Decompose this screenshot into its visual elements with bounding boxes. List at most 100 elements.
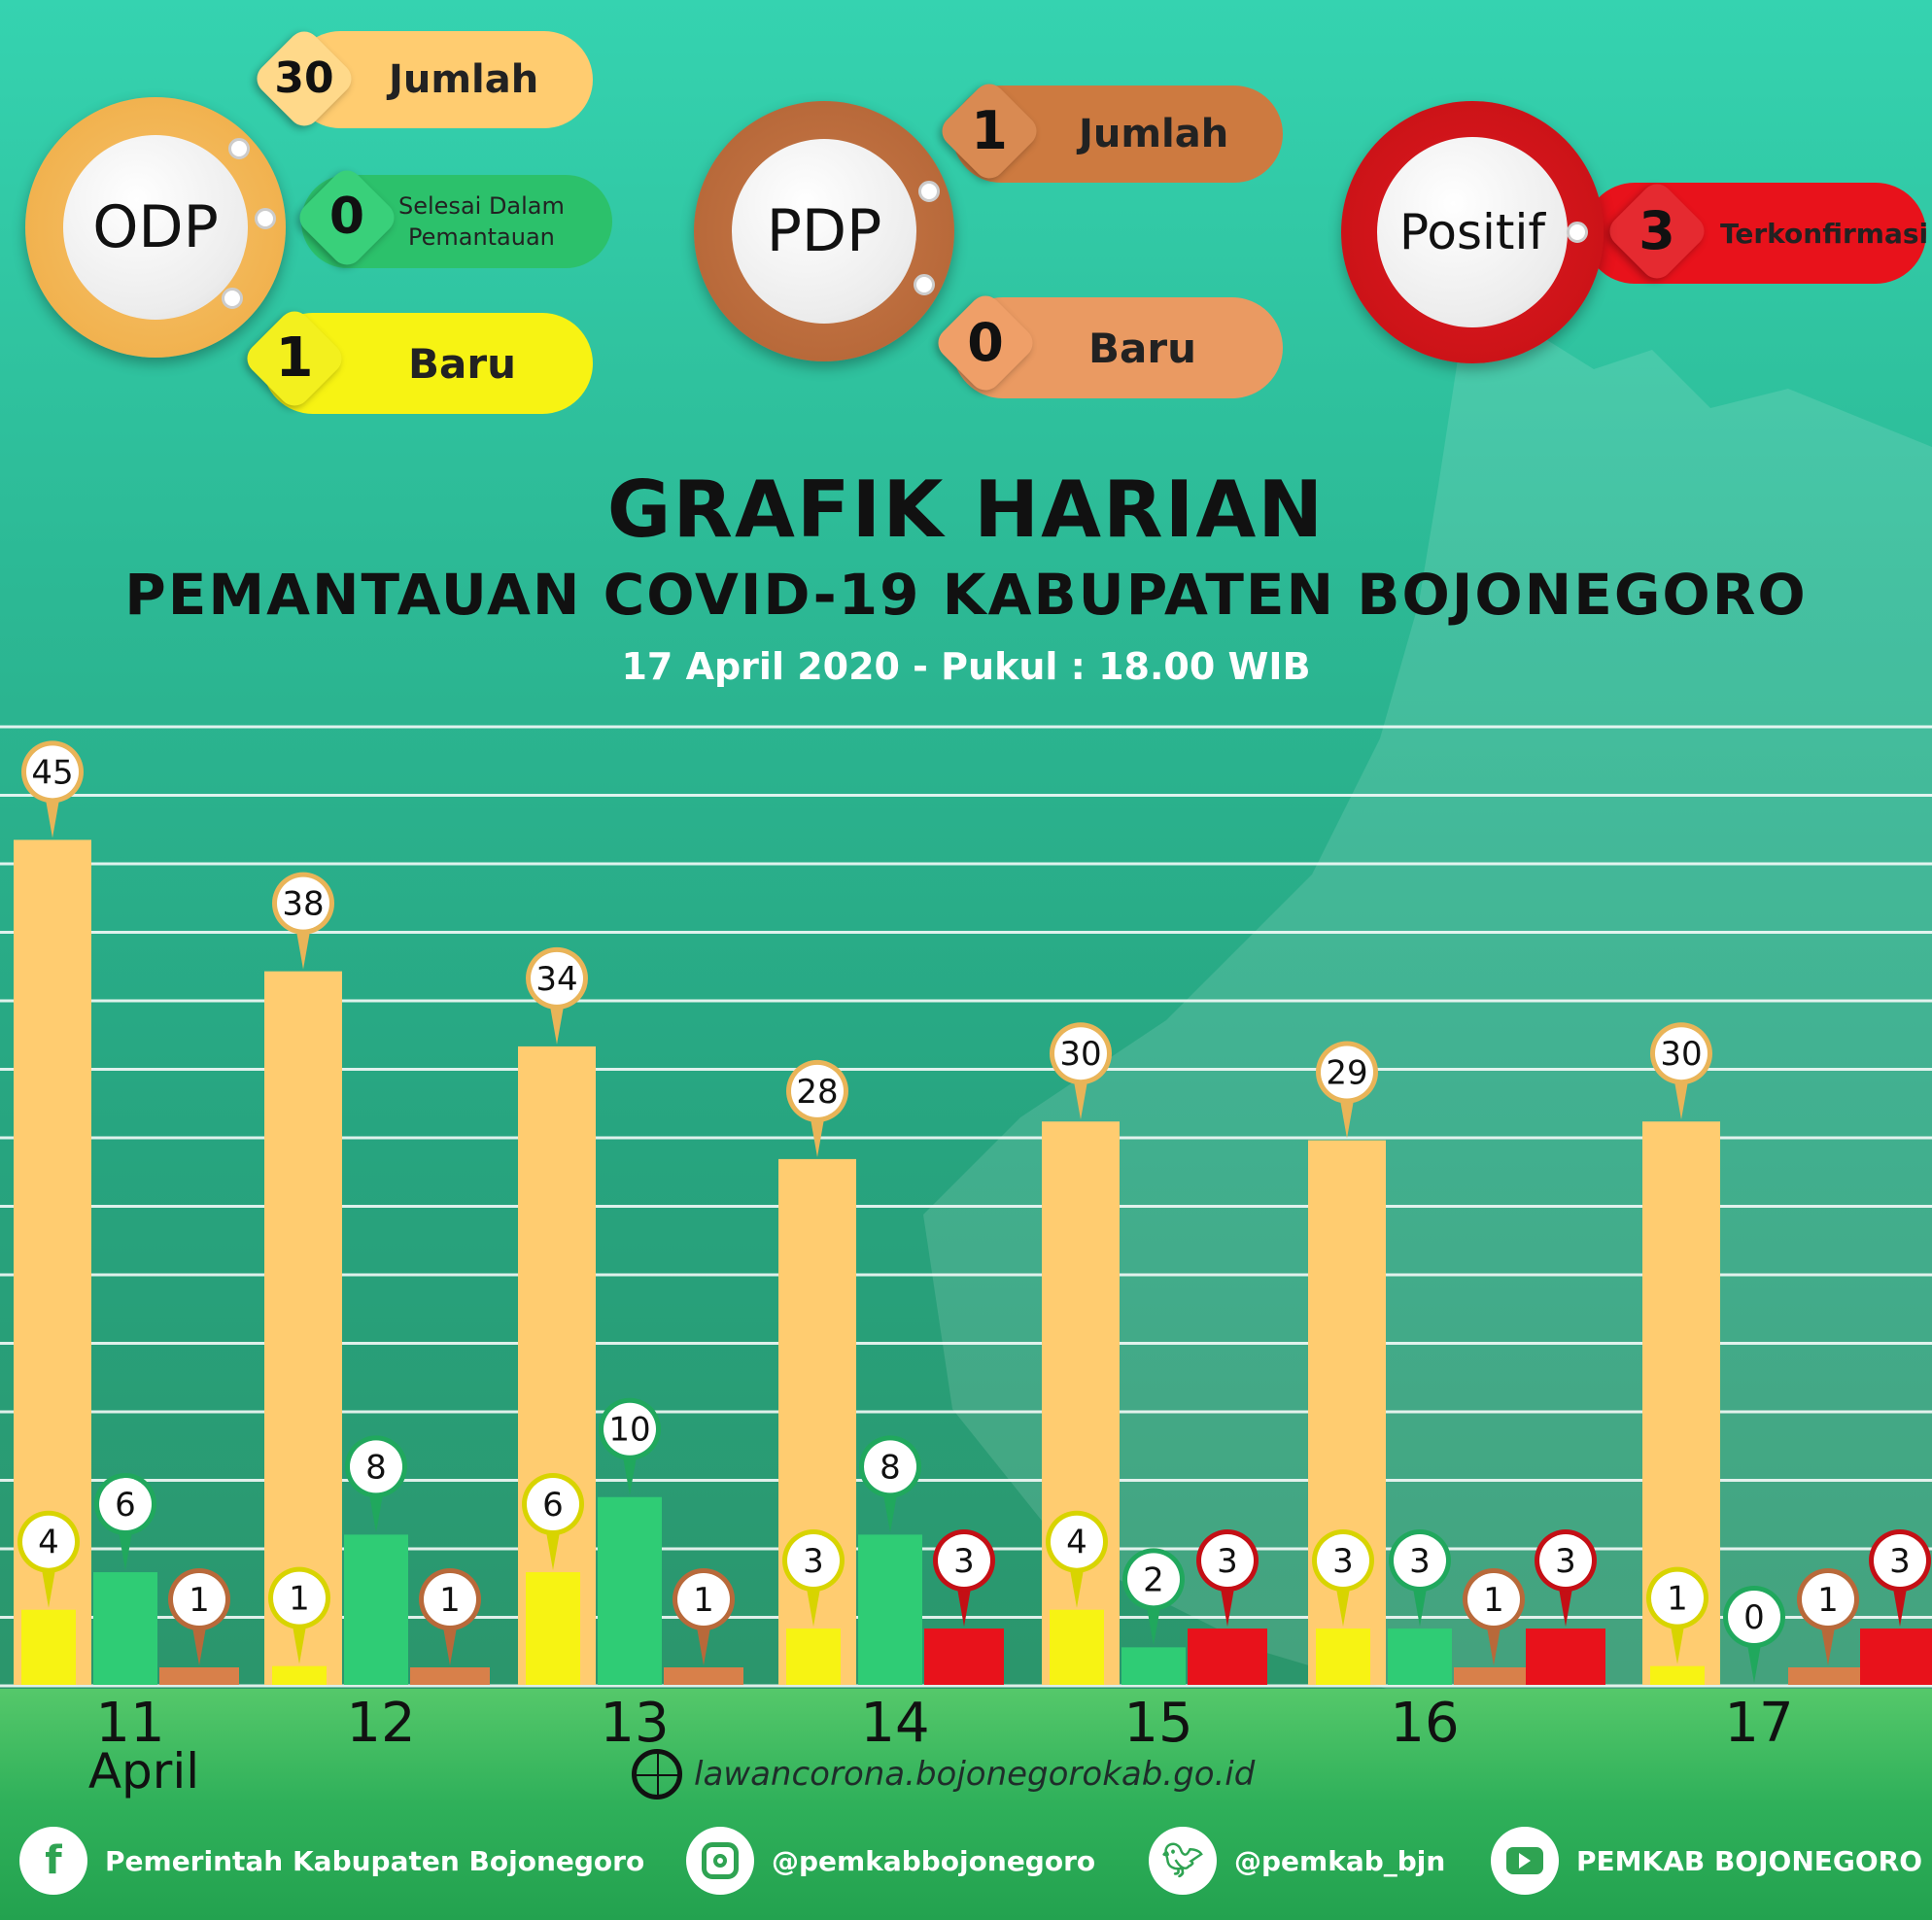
bar-series-2 [858, 1534, 922, 1685]
data-label-marker: 1 [1463, 1568, 1525, 1665]
marker-pin [1892, 1583, 1908, 1628]
marker-pin [1146, 1601, 1161, 1646]
odp-new-value: 1 [275, 326, 314, 390]
marker-face [22, 1515, 75, 1568]
bar-series-2 [1121, 1647, 1186, 1685]
x-tick-label: 13 [600, 1692, 669, 1755]
marker-pin [810, 1113, 825, 1157]
data-label: 1 [1483, 1581, 1504, 1620]
marker-face [1874, 1534, 1926, 1588]
data-label-marker: 3 [933, 1529, 995, 1628]
bar-odp-total [264, 971, 342, 1685]
marker-face [1728, 1591, 1780, 1643]
data-label-marker: 4 [17, 1510, 80, 1608]
marker-face [350, 1440, 402, 1493]
bar-series-4 [1188, 1629, 1267, 1685]
marker-pin [1069, 1563, 1085, 1608]
bar-series-2 [1388, 1629, 1452, 1685]
marker-face [1317, 1534, 1369, 1588]
marker-pin [1412, 1583, 1428, 1628]
marker-face [787, 1534, 840, 1588]
data-label-marker: 38 [272, 872, 334, 970]
bar-series-4 [924, 1629, 1004, 1685]
data-label: 1 [189, 1581, 210, 1620]
bar-series-2 [93, 1572, 157, 1685]
odp-new-label: Baru [408, 339, 516, 388]
data-label: 4 [1066, 1524, 1087, 1562]
pdp-connector-dot-2 [914, 274, 935, 295]
x-tick-label: 14 [860, 1692, 929, 1755]
marker-pin [1335, 1583, 1351, 1628]
bar-series-3 [664, 1667, 743, 1685]
marker-face [938, 1534, 990, 1588]
instagram-link[interactable]: @pemkabbojonegoro [686, 1827, 1095, 1895]
x-tick-label: 12 [346, 1692, 415, 1755]
marker-face [1051, 1515, 1103, 1568]
marker-face [1467, 1573, 1520, 1626]
data-label: 1 [693, 1581, 714, 1620]
data-label: 1 [439, 1581, 461, 1620]
pdp-new-value: 0 [967, 311, 1004, 373]
data-label-marker: 28 [786, 1059, 848, 1157]
bar-series-4 [1860, 1629, 1932, 1685]
marker-pin [41, 1563, 56, 1608]
pdp-new-label: Baru [1088, 324, 1196, 372]
marker-pin [1820, 1622, 1836, 1665]
facebook-label: Pemerintah Kabupaten Bojonegoro [105, 1844, 645, 1877]
data-label-marker: 45 [21, 740, 84, 839]
data-label: 6 [542, 1486, 564, 1525]
bar-series-1 [526, 1572, 580, 1685]
globe-icon [632, 1749, 682, 1800]
marker-pin [1670, 1620, 1685, 1664]
bar-series-1 [1316, 1629, 1370, 1685]
data-label-marker: 1 [419, 1568, 481, 1665]
youtube-link[interactable]: PEMKAB BOJONEGORO [1491, 1827, 1922, 1895]
marker-face [173, 1573, 225, 1626]
odp-finished-label-1: Selesai Dalam [398, 192, 565, 220]
marker-face [273, 1571, 326, 1625]
pdp-label: PDP [766, 197, 882, 265]
website-url: lawancorona.bojonegorokab.go.id [694, 1755, 1256, 1794]
bar-series-1 [1650, 1665, 1705, 1685]
marker-pin [442, 1622, 458, 1665]
marker-face [1394, 1534, 1446, 1588]
youtube-label: PEMKAB BOJONEGORO [1576, 1844, 1923, 1877]
marker-face [791, 1064, 844, 1117]
data-label: 2 [1143, 1560, 1164, 1599]
marker-pin [1558, 1583, 1573, 1628]
marker-face [1127, 1553, 1180, 1606]
odp-total-label: Jumlah [389, 57, 539, 102]
marker-pin [295, 925, 311, 970]
marker-pin [956, 1583, 972, 1628]
chart-date: 17 April 2020 - Pukul : 18.00 WIB [621, 645, 1311, 688]
odp-connector-dot-1 [228, 138, 250, 159]
bar-series-2 [344, 1534, 408, 1685]
data-label-marker: 3 [1196, 1529, 1259, 1628]
bar-series-3 [410, 1667, 490, 1685]
data-label-marker: 10 [599, 1397, 661, 1495]
twitter-link[interactable]: 🐦︎ @pemkab_bjn [1149, 1827, 1445, 1895]
marker-face [1201, 1534, 1254, 1588]
data-label-marker: 30 [1050, 1022, 1112, 1120]
facebook-link[interactable]: f Pemerintah Kabupaten Bojonegoro [19, 1827, 644, 1895]
positif-value-label: Terkonfirmasi [1720, 217, 1929, 250]
pdp-total-label: Jumlah [1079, 112, 1229, 156]
data-label: 28 [796, 1073, 838, 1112]
data-label-marker: 34 [526, 946, 588, 1045]
facebook-icon: f [19, 1827, 87, 1895]
marker-face [864, 1440, 916, 1493]
website-link[interactable]: lawancorona.bojonegorokab.go.id [632, 1749, 1255, 1800]
data-label-marker: 3 [1389, 1529, 1451, 1628]
data-label-marker: 1 [1646, 1566, 1708, 1664]
marker-pin [1220, 1583, 1235, 1628]
bar-series-2 [598, 1496, 662, 1685]
marker-pin [45, 794, 60, 839]
positif-label: Positif [1399, 204, 1545, 260]
marker-pin [191, 1622, 207, 1665]
pdp-ring: PDP [694, 101, 954, 361]
data-label: 3 [803, 1542, 824, 1581]
data-label: 1 [1817, 1581, 1839, 1620]
marker-face [527, 1478, 579, 1531]
bar-series-1 [272, 1665, 327, 1685]
